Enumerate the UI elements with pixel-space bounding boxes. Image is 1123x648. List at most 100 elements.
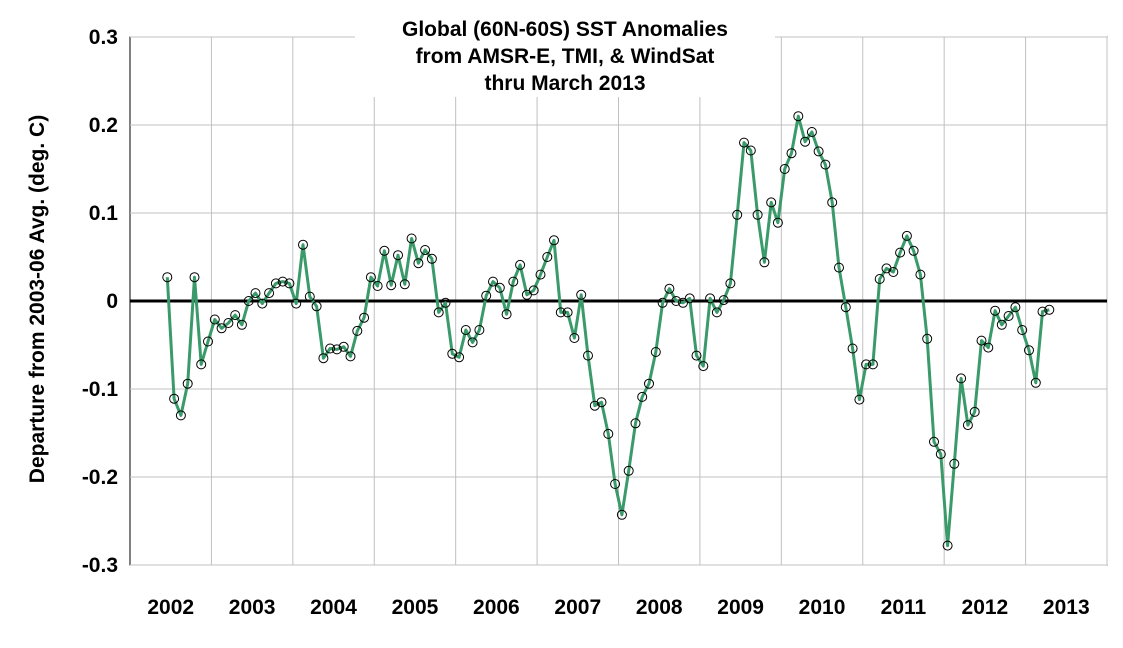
x-tick-label: 2011 xyxy=(881,596,927,619)
data-point xyxy=(162,272,173,283)
data-point xyxy=(535,269,546,280)
data-point xyxy=(1037,306,1048,317)
data-point xyxy=(589,400,600,411)
data-point xyxy=(277,276,288,287)
data-point xyxy=(915,269,926,280)
data-point xyxy=(861,359,872,370)
data-point xyxy=(752,209,763,220)
data-point xyxy=(732,209,743,220)
data-point xyxy=(664,283,675,294)
data-point xyxy=(739,137,749,148)
data-point xyxy=(440,297,451,308)
x-axis-tick-labels: 2002 2003 2004 2005 2006 2007 2008 2009 2010 2011… xyxy=(147,596,1089,619)
data-point xyxy=(1024,345,1034,356)
data-point xyxy=(901,230,912,241)
data-point xyxy=(806,127,817,137)
data-point xyxy=(698,361,709,372)
data-point xyxy=(820,159,831,170)
data-point xyxy=(569,333,580,343)
data-point xyxy=(433,307,444,318)
data-point xyxy=(291,298,302,309)
data-point xyxy=(922,333,933,344)
y-tick-label: 0.3 xyxy=(89,26,118,49)
data-point xyxy=(169,393,180,404)
data-point xyxy=(976,335,987,346)
data-point xyxy=(772,217,783,228)
data-point xyxy=(596,397,607,408)
data-point xyxy=(488,276,498,287)
data-point xyxy=(284,278,295,289)
data-point xyxy=(243,296,254,306)
data-point xyxy=(996,319,1007,330)
data-point xyxy=(311,301,322,312)
data-point xyxy=(895,247,906,258)
data-point xyxy=(365,272,376,283)
data-point xyxy=(318,353,329,364)
data-point xyxy=(888,267,899,277)
y-tick-label: -0.3 xyxy=(82,554,118,577)
data-point xyxy=(209,314,220,325)
data-point xyxy=(630,418,641,429)
data-point xyxy=(644,378,654,389)
data-point xyxy=(420,245,431,255)
x-tick-label: 2013 xyxy=(1043,596,1090,619)
data-point xyxy=(345,351,356,362)
data-point xyxy=(454,352,465,363)
y-axis-label: Departure from 2003-06 Avg. (deg. C) xyxy=(26,114,49,484)
data-point xyxy=(1044,304,1055,315)
data-point xyxy=(399,279,410,290)
data-point xyxy=(379,245,390,256)
data-point xyxy=(766,197,777,208)
data-point xyxy=(257,298,268,309)
data-point xyxy=(467,337,478,348)
chart-title: Global (60N-60S) SST Anomalies from AMSR… xyxy=(355,16,775,97)
x-tick-label: 2002 xyxy=(147,596,194,619)
data-point xyxy=(264,288,275,299)
data-point-markers xyxy=(162,111,1055,551)
data-point xyxy=(549,235,559,246)
data-point xyxy=(528,285,539,296)
data-point xyxy=(657,297,668,308)
data-point xyxy=(650,347,661,357)
data-point xyxy=(759,257,770,268)
y-tick-label: 0 xyxy=(106,290,118,313)
data-point xyxy=(867,359,878,370)
data-point xyxy=(711,307,722,318)
x-tick-label: 2012 xyxy=(962,596,1009,619)
data-point xyxy=(793,111,804,122)
chart-title-line-1: Global (60N-60S) SST Anomalies xyxy=(402,18,728,41)
data-point xyxy=(956,373,967,384)
y-axis-tick-labels: 0.3 0.2 0.1 0 -0.1 -0.2 -0.3 xyxy=(82,26,119,577)
data-point xyxy=(236,319,247,330)
data-point xyxy=(718,295,729,306)
data-point xyxy=(515,259,526,270)
data-point xyxy=(827,197,838,208)
chart-title-line-3: thru March 2013 xyxy=(484,72,646,95)
data-point xyxy=(555,307,566,318)
data-point xyxy=(196,359,207,370)
data-point xyxy=(481,290,492,301)
data-point xyxy=(1003,311,1014,321)
data-point xyxy=(929,436,939,447)
data-point xyxy=(1010,302,1021,313)
data-point xyxy=(705,293,716,304)
data-point xyxy=(447,348,458,359)
y-tick-label: 0.1 xyxy=(89,202,119,225)
data-point xyxy=(352,325,363,336)
data-point xyxy=(583,350,593,361)
data-point xyxy=(983,342,994,353)
data-point xyxy=(942,540,953,551)
x-tick-label: 2010 xyxy=(799,596,846,619)
data-point xyxy=(413,258,424,269)
x-tick-label: 2005 xyxy=(392,596,439,619)
sst-anomaly-line xyxy=(165,114,1050,548)
data-point xyxy=(182,378,193,389)
data-point xyxy=(562,307,573,318)
data-point xyxy=(223,318,234,328)
data-point xyxy=(338,341,349,352)
data-point xyxy=(834,262,844,273)
data-point xyxy=(908,245,919,256)
y-tick-label: -0.1 xyxy=(82,378,119,401)
data-point xyxy=(230,310,241,321)
